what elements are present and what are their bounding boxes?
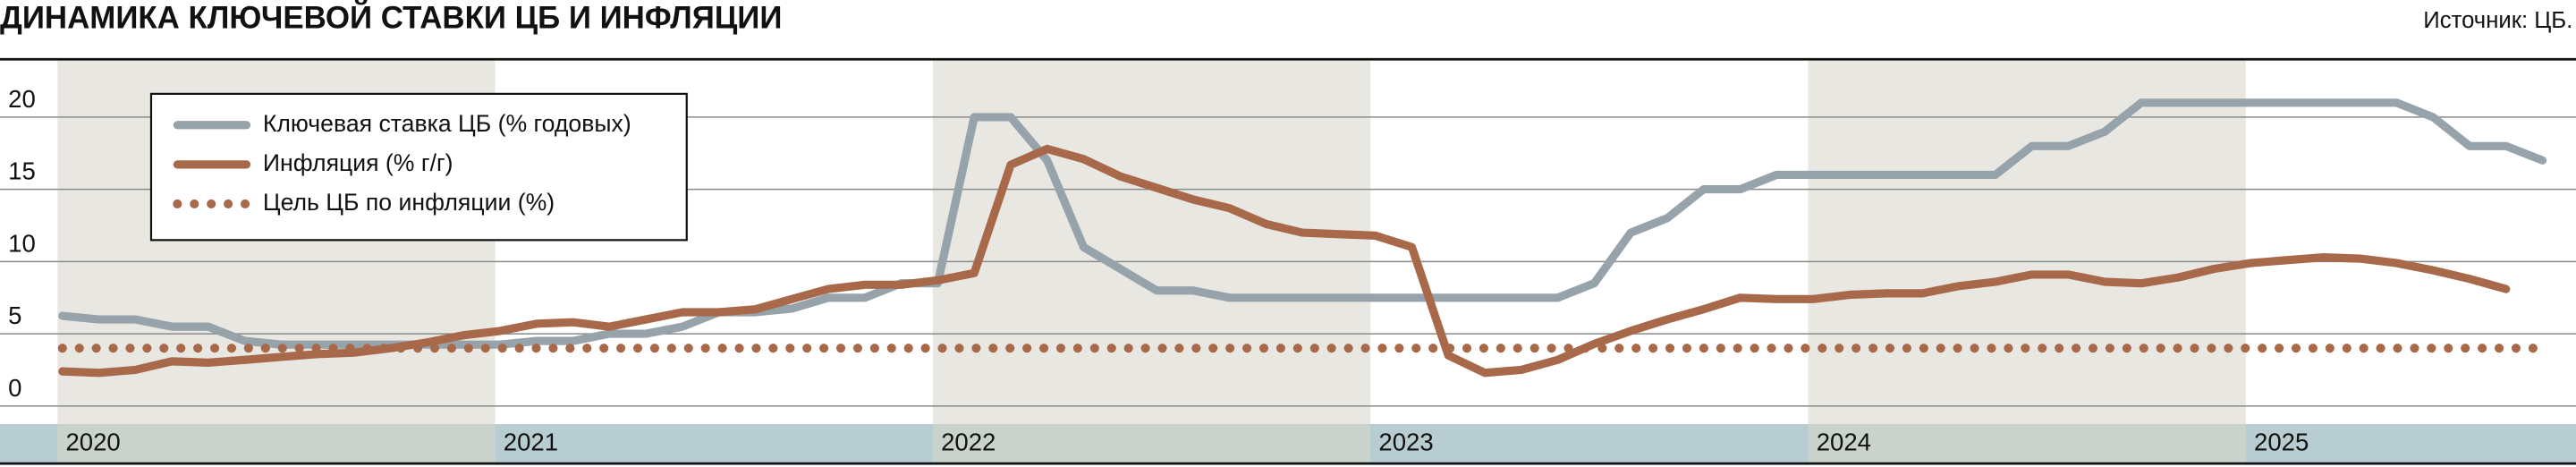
plot: Ключевая ставка ЦБ (% годовых) Инфляция (…: [57, 92, 2547, 378]
x-tick-label: 2024: [1817, 428, 1871, 455]
legend-label: Ключевая ставка ЦБ (% годовых): [263, 110, 631, 137]
source: Источник: ЦБ.: [2423, 8, 2572, 33]
x-tick-label: 2022: [941, 428, 996, 455]
legend: Ключевая ставка ЦБ (% годовых) Инфляция (…: [149, 92, 688, 242]
x-tick-label: 2021: [504, 428, 558, 455]
y-tick-label: 10: [8, 229, 36, 257]
chart-title: ДИНАМИКА КЛЮЧЕВОЙ СТАВКИ ЦБ И ИНФЛЯЦИИ: [0, 0, 782, 35]
series-line: [58, 98, 2547, 349]
x-tick-label: 2020: [65, 428, 120, 455]
y-tick-label: 0: [8, 374, 21, 402]
y-tick-label: 20: [8, 85, 36, 113]
legend-label: Цель ЦБ по инфляции (%): [263, 189, 555, 216]
series-line: [58, 144, 2511, 378]
legend-label: Инфляция (% г/г): [263, 149, 453, 176]
x-tick-label: 2023: [1378, 428, 1433, 455]
strip-band: [57, 424, 496, 464]
y-tick-label: 15: [8, 157, 36, 185]
strip-band: [1808, 424, 2246, 464]
year-band: [1808, 59, 2246, 425]
strip-band: [932, 424, 1371, 464]
x-tick-label: 2025: [2254, 428, 2309, 455]
y-tick-label: 5: [8, 301, 21, 329]
